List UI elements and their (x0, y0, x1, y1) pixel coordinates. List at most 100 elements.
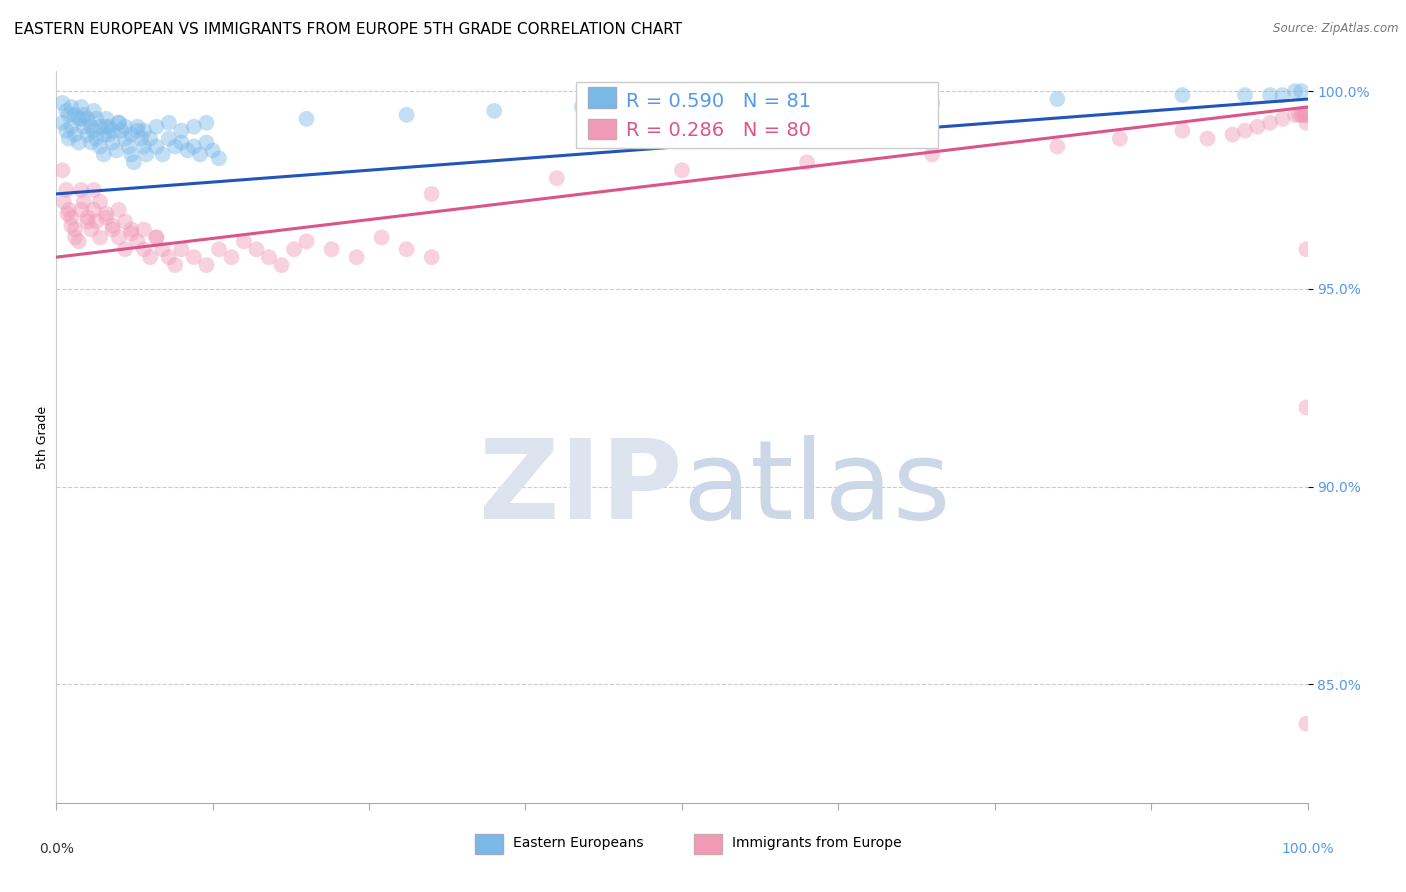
Point (1109, 131, 1132, 145)
Point (1288, 108, 1310, 122)
Point (127, 123, 149, 137)
Point (122, 155, 145, 169)
Point (170, 123, 193, 137)
Point (73, 108, 96, 122)
Point (195, 136, 218, 150)
Point (1234, 88, 1257, 103)
Point (60, 120, 83, 134)
Point (52, 194, 75, 209)
Point (83, 103, 105, 118)
Point (51, 163, 73, 178)
Point (108, 116, 131, 130)
Point (76, 211, 98, 225)
Point (96, 211, 118, 225)
Point (120, 222, 142, 236)
Point (51, 95, 73, 110)
Point (1295, 401, 1317, 415)
Point (83, 183, 105, 197)
Point (195, 116, 218, 130)
Point (283, 242, 305, 256)
Point (70, 112, 93, 126)
Point (221, 250, 243, 264)
Point (58, 131, 80, 145)
Text: 0.0%: 0.0% (39, 842, 73, 855)
Point (188, 147, 211, 161)
Text: Immigrants from Europe: Immigrants from Europe (733, 836, 901, 850)
Point (1171, 123, 1194, 137)
Point (165, 139, 187, 153)
FancyBboxPatch shape (575, 82, 938, 148)
Point (1284, 84, 1306, 98)
Point (101, 136, 124, 150)
Point (321, 242, 343, 256)
Point (132, 139, 155, 153)
Point (1234, 123, 1257, 137)
Point (84, 112, 107, 126)
Point (96, 112, 118, 126)
Point (58, 202, 80, 217)
Point (63, 108, 86, 122)
Point (671, 163, 693, 178)
Point (1295, 716, 1317, 731)
Point (1197, 131, 1219, 145)
Point (295, 112, 318, 126)
Point (152, 147, 174, 161)
Point (89, 120, 111, 134)
Point (921, 95, 943, 110)
Point (96, 207, 118, 221)
Point (145, 120, 167, 134)
Point (89, 194, 111, 209)
Point (420, 186, 443, 201)
Point (1292, 108, 1315, 122)
Point (89, 230, 111, 244)
Point (63, 222, 86, 236)
Point (51, 116, 73, 130)
Point (120, 128, 142, 142)
Point (55, 123, 77, 137)
Point (114, 131, 136, 145)
Point (145, 230, 167, 244)
Text: EASTERN EUROPEAN VS IMMIGRANTS FROM EUROPE 5TH GRADE CORRELATION CHART: EASTERN EUROPEAN VS IMMIGRANTS FROM EURO… (14, 22, 682, 37)
Point (370, 230, 392, 244)
Point (101, 222, 124, 236)
Text: Eastern Europeans: Eastern Europeans (513, 836, 644, 850)
Point (145, 139, 167, 153)
Point (118, 139, 141, 153)
Text: Source: ZipAtlas.com: Source: ZipAtlas.com (1274, 22, 1399, 36)
Point (1291, 84, 1313, 98)
Point (70, 202, 93, 217)
Point (245, 242, 267, 256)
Point (1258, 116, 1281, 130)
Point (208, 242, 231, 256)
Point (84, 214, 107, 228)
Point (921, 147, 943, 161)
Point (108, 230, 131, 244)
Point (73, 194, 96, 209)
Point (55, 103, 77, 118)
Point (395, 242, 418, 256)
Bar (695, 833, 721, 854)
Point (270, 258, 292, 272)
Point (1171, 88, 1194, 103)
Point (120, 227, 142, 241)
Point (1295, 116, 1317, 130)
Point (201, 144, 224, 158)
Text: R = 0.286   N = 80: R = 0.286 N = 80 (626, 121, 811, 140)
Y-axis label: 5th Grade: 5th Grade (37, 406, 49, 468)
Point (108, 202, 131, 217)
Point (157, 131, 180, 145)
Point (114, 242, 136, 256)
Bar (475, 833, 503, 854)
Text: 100.0%: 100.0% (1281, 842, 1334, 855)
Point (93, 128, 115, 142)
Point (295, 235, 318, 249)
Point (110, 123, 132, 137)
Point (157, 116, 180, 130)
Point (796, 155, 818, 169)
Point (114, 214, 136, 228)
Point (60, 100, 83, 114)
Point (83, 123, 105, 137)
Point (183, 120, 205, 134)
Point (1271, 112, 1294, 126)
Point (1271, 88, 1294, 103)
